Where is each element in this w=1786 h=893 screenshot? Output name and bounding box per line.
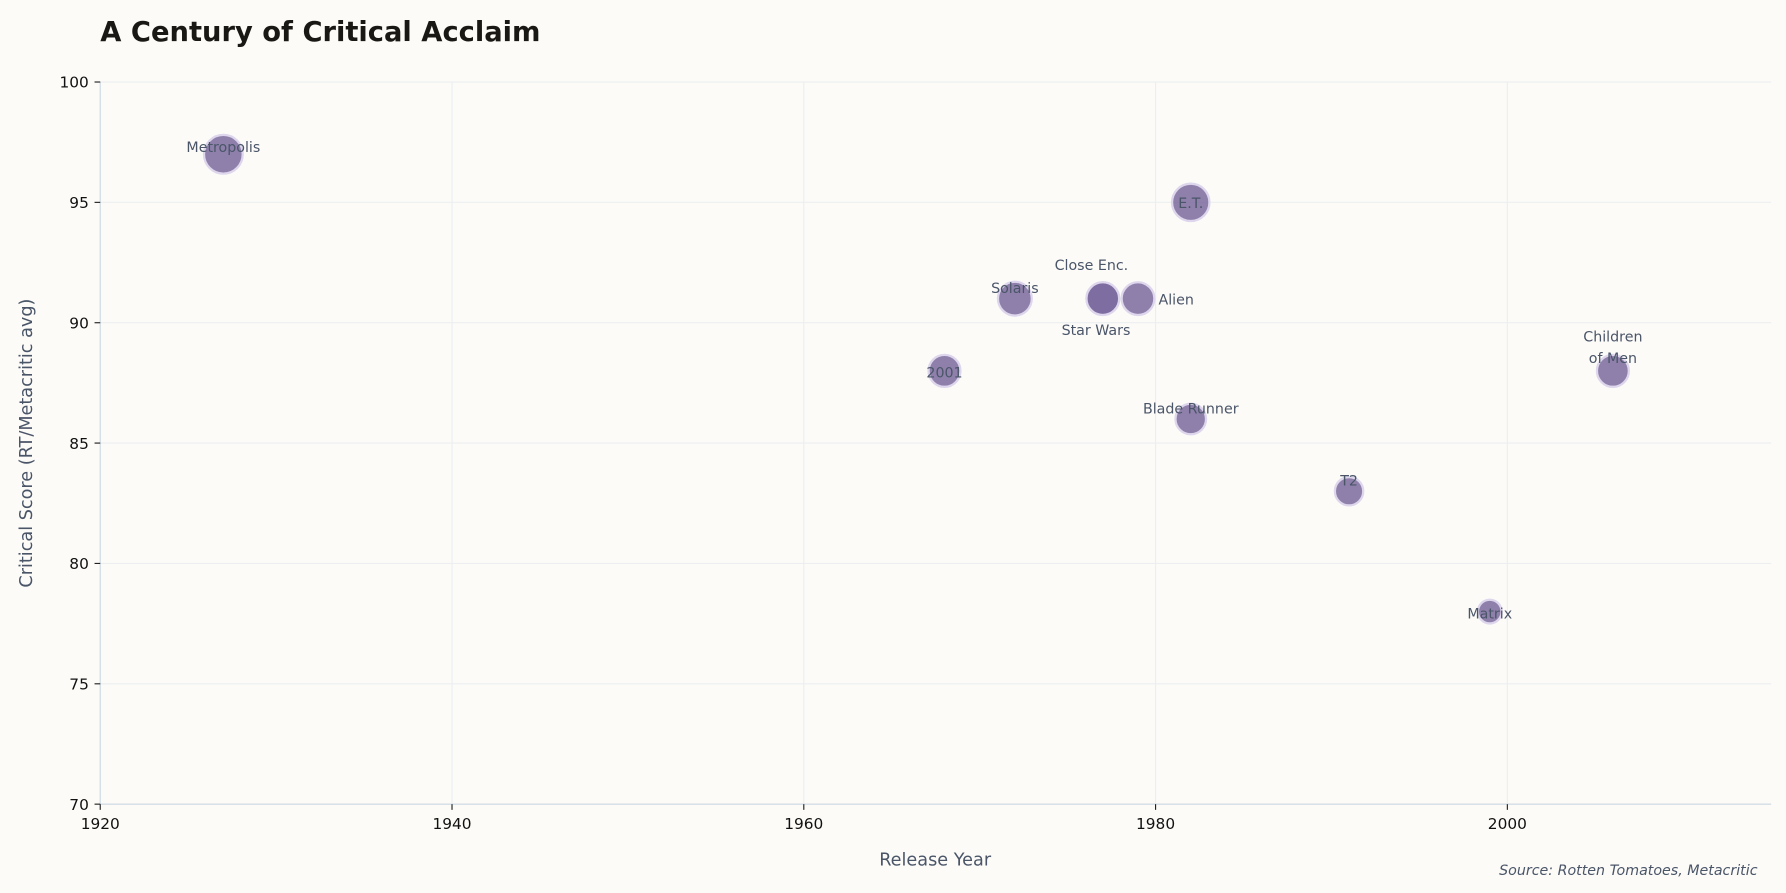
point-label: 2001 bbox=[926, 366, 962, 382]
data-point bbox=[1476, 598, 1503, 625]
x-tick-label: 2000 bbox=[1488, 815, 1527, 833]
data-point bbox=[1595, 353, 1630, 388]
y-tick-label: 70 bbox=[69, 796, 89, 814]
x-tick-label: 1980 bbox=[1136, 815, 1175, 833]
data-point bbox=[1170, 182, 1211, 223]
y-tick-label: 95 bbox=[69, 194, 89, 212]
point-label: Blade Runner bbox=[1143, 401, 1239, 417]
source-note: Source: Rotten Tomatoes, Metacritic bbox=[1499, 863, 1758, 879]
point-label: Close Enc. bbox=[1055, 258, 1129, 274]
x-axis-label: Release Year bbox=[879, 851, 992, 871]
point-label: Matrix bbox=[1467, 606, 1512, 622]
data-point bbox=[1333, 475, 1365, 507]
x-tick-label: 1960 bbox=[784, 815, 823, 833]
y-tick-label: 75 bbox=[69, 675, 89, 693]
data-point bbox=[1120, 281, 1156, 317]
data-point bbox=[202, 133, 244, 175]
data-point bbox=[996, 280, 1033, 317]
data-point bbox=[1085, 281, 1121, 317]
data-point bbox=[927, 353, 962, 388]
point-label: Star Wars bbox=[1062, 323, 1131, 339]
point-label: Children of Men bbox=[1583, 329, 1642, 367]
point-label: Alien bbox=[1158, 292, 1193, 308]
ticks: 1920 1940 1960 1980 2000 70 75 80 85 90 95 100 bbox=[60, 74, 1527, 834]
y-axis-label: Critical Score (RT/Metacritic avg) bbox=[17, 299, 37, 588]
grid bbox=[100, 81, 1772, 805]
point-label: Metropolis bbox=[186, 140, 260, 156]
data-point bbox=[1174, 402, 1208, 436]
point-label: T2 bbox=[1339, 474, 1358, 490]
x-tick-label: 1920 bbox=[81, 815, 120, 833]
points bbox=[202, 133, 1630, 625]
point-label: E.T. bbox=[1178, 196, 1203, 212]
point-label: Solaris bbox=[991, 281, 1039, 297]
y-tick-label: 100 bbox=[60, 74, 89, 92]
y-tick-label: 85 bbox=[69, 435, 89, 453]
x-tick-label: 1940 bbox=[432, 815, 471, 833]
y-tick-label: 90 bbox=[69, 314, 89, 332]
y-tick-label: 80 bbox=[69, 555, 89, 573]
chart-title: A Century of Critical Acclaim bbox=[100, 17, 540, 48]
point-labels: Metropolis 2001 Solaris Close Enc. Star Wars… bbox=[186, 140, 1642, 622]
